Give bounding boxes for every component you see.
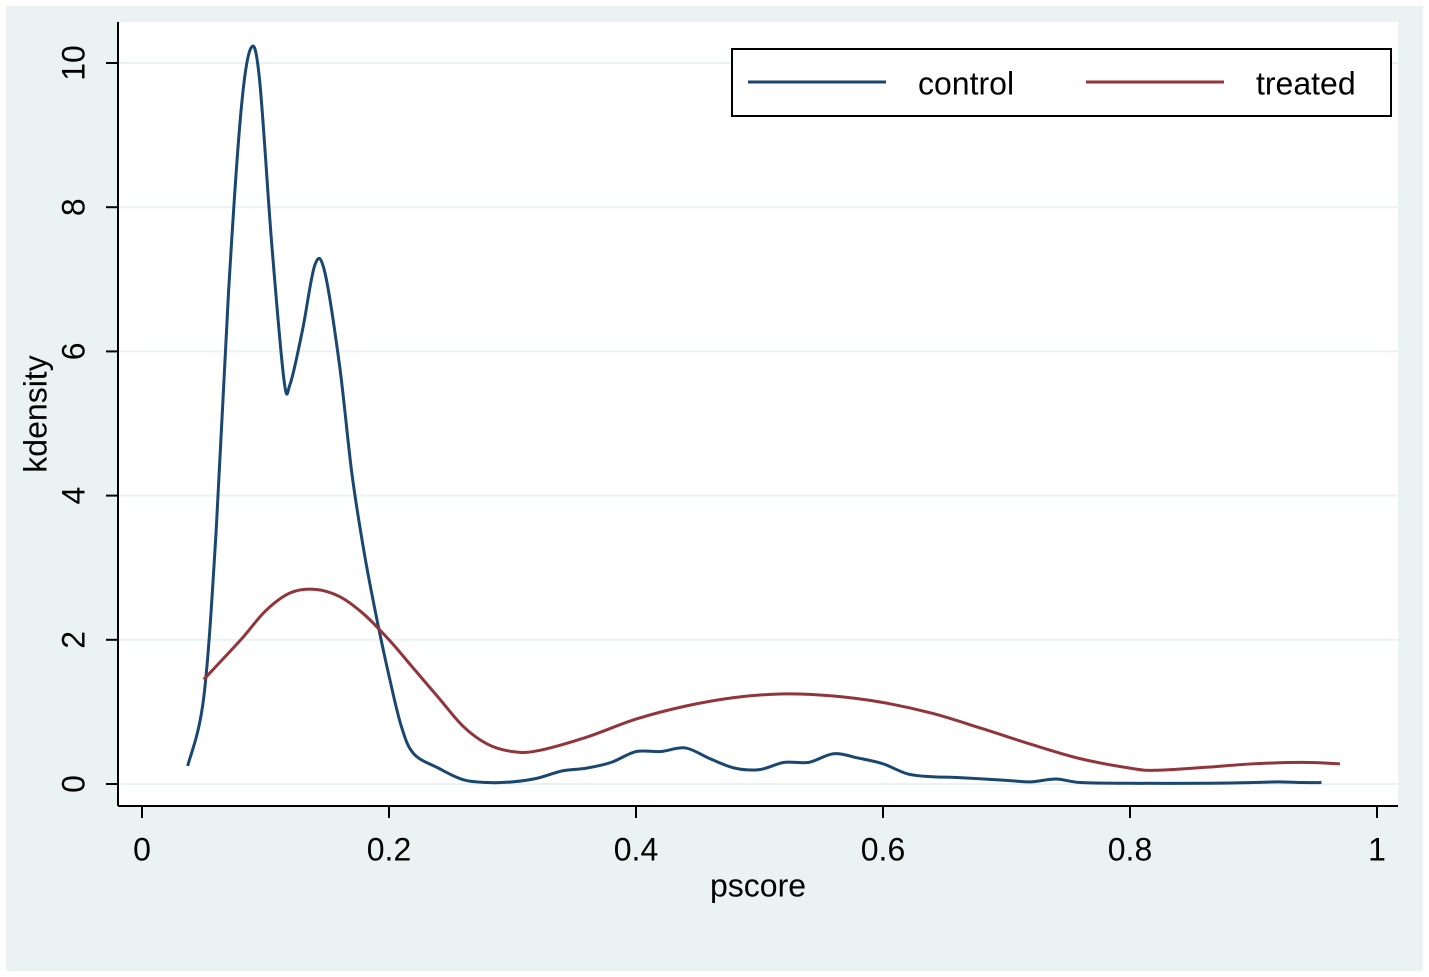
plot-region: [118, 22, 1398, 806]
y-tick-label: 10: [55, 45, 91, 81]
legend-label: control: [918, 65, 1014, 101]
y-tick-label: 8: [55, 198, 91, 216]
legend-label: treated: [1256, 65, 1356, 101]
y-tick-label: 0: [55, 775, 91, 793]
y-tick-label: 6: [55, 343, 91, 361]
x-tick-label: 0.6: [861, 831, 905, 867]
y-axis-title: kdensity: [17, 355, 53, 472]
line: [202, 587, 1341, 772]
line: [186, 44, 1322, 785]
y-tick-label: 2: [55, 631, 91, 649]
y-tick-label: 4: [55, 487, 91, 505]
x-tick-label: 0: [133, 831, 151, 867]
x-axis-title: pscore: [710, 867, 806, 903]
x-tick-label: 0.8: [1108, 831, 1152, 867]
x-tick-label: 0.4: [614, 831, 658, 867]
x-tick-label: 0.2: [367, 831, 411, 867]
x-tick-label: 1: [1368, 831, 1386, 867]
